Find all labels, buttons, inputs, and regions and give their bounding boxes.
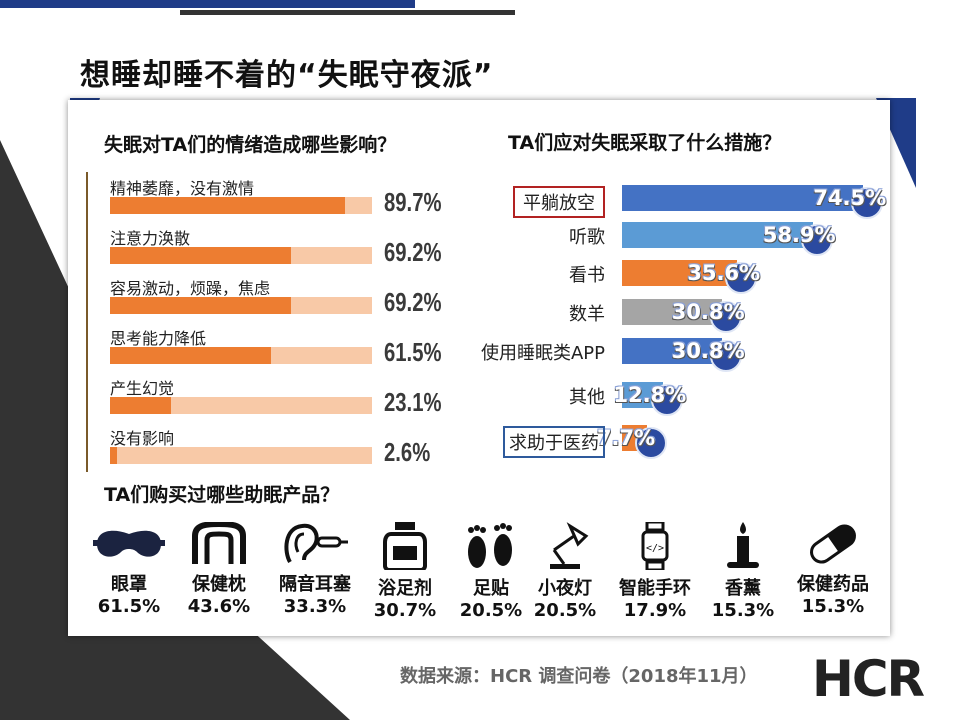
pillow-icon xyxy=(192,522,246,564)
measure-value-label: 30.8% xyxy=(671,300,745,324)
eye-mask-icon xyxy=(93,530,165,557)
product-item: 浴足剂 30.7% xyxy=(362,522,448,621)
candle-icon xyxy=(727,522,759,568)
hcr-logo: HCR xyxy=(812,650,925,708)
measure-value-label: 35.6% xyxy=(687,261,761,285)
product-name: 眼罩 xyxy=(111,574,147,595)
emotion-value-label: 2.6% xyxy=(384,437,431,467)
product-name: 浴足剂 xyxy=(378,578,432,599)
svg-text:</>: </> xyxy=(646,543,664,554)
emotion-bar-track xyxy=(110,297,372,314)
measure-value-marker xyxy=(634,427,667,459)
measure-value-marker xyxy=(709,301,742,333)
product-name: 小夜灯 xyxy=(538,578,592,599)
measure-category-label: 其他 xyxy=(569,387,605,408)
earplug-icon xyxy=(284,523,348,564)
emotion-bar-track xyxy=(110,347,372,364)
product-pct: 15.3% xyxy=(711,600,775,621)
measure-category-label: 使用睡眠类APP xyxy=(480,343,605,364)
product-item: 足贴 20.5% xyxy=(448,522,534,621)
emotion-chart-title: 失眠对TA们的情绪造成哪些影响？ xyxy=(104,134,397,156)
bottle-icon xyxy=(383,522,427,570)
emotion-category-label: 产生幻觉 xyxy=(110,379,175,398)
product-pct: 33.3% xyxy=(283,596,347,617)
product-pct: 30.7% xyxy=(373,600,437,621)
product-name: 智能手环 xyxy=(619,578,691,599)
emotion-category-label: 容易激动，烦躁，焦虑 xyxy=(110,279,271,298)
emotion-bar xyxy=(110,397,171,414)
top-accent-line xyxy=(180,10,515,15)
measure-value-marker xyxy=(800,224,833,256)
emotion-bar-track xyxy=(110,447,372,464)
emotion-value-label: 69.2% xyxy=(384,287,442,317)
emotion-bar xyxy=(110,347,272,364)
product-name: 足贴 xyxy=(473,578,509,599)
measure-category-label: 数羊 xyxy=(569,304,605,325)
product-item: </> 智能手环 17.9% xyxy=(612,522,698,621)
product-name: 保健药品 xyxy=(797,574,869,595)
measure-value-label: 74.5% xyxy=(813,186,887,210)
pill-capsule-icon xyxy=(810,524,856,564)
measure-bar xyxy=(622,299,722,325)
measure-value-label: 12.8% xyxy=(613,383,687,407)
top-accent-bar xyxy=(0,0,415,8)
product-item: 保健药品 15.3% xyxy=(790,522,876,617)
emotion-bar xyxy=(110,447,117,464)
product-item: 保健枕 43.6% xyxy=(176,522,262,617)
measures-chart-title: TA们应对失眠采取了什么措施？ xyxy=(508,132,782,154)
measure-value-marker xyxy=(725,262,758,294)
measure-bar xyxy=(622,338,722,364)
product-item: 小夜灯 20.5% xyxy=(522,522,608,621)
emotion-category-label: 精神萎靡，没有激情 xyxy=(110,179,255,198)
product-pct: 43.6% xyxy=(187,596,251,617)
measure-value-marker xyxy=(651,384,684,416)
product-pct: 61.5% xyxy=(97,596,161,617)
data-source: 数据来源：HCR 调查问卷（2018年11月） xyxy=(400,666,758,687)
desk-lamp-icon xyxy=(550,522,589,569)
smart-band-icon: </> xyxy=(641,522,669,570)
product-pct: 20.5% xyxy=(533,600,597,621)
product-item: 眼罩 61.5% xyxy=(86,522,172,617)
emotion-bar-track xyxy=(110,397,372,414)
product-name: 隔音耳塞 xyxy=(279,574,351,595)
product-pct: 17.9% xyxy=(623,600,687,621)
emotion-value-label: 89.7% xyxy=(384,187,442,217)
emotion-value-label: 61.5% xyxy=(384,337,442,367)
emotion-value-label: 23.1% xyxy=(384,387,442,417)
emotion-category-label: 思考能力降低 xyxy=(110,329,207,348)
product-pct: 15.3% xyxy=(801,596,865,617)
measure-category-label: 求助于医药 xyxy=(503,426,605,458)
measure-value-marker xyxy=(851,187,884,219)
emotion-bar-track xyxy=(110,197,372,214)
product-item: 隔音耳塞 33.3% xyxy=(272,522,358,617)
emotion-category-label: 没有影响 xyxy=(110,429,175,448)
measure-value-label: 7.7% xyxy=(596,426,656,450)
measure-value-label: 30.8% xyxy=(671,339,745,363)
measure-bar xyxy=(622,260,738,286)
product-name: 香薰 xyxy=(725,578,761,599)
measure-value-marker xyxy=(709,340,742,372)
emotion-chart-axis xyxy=(86,172,88,472)
emotion-bar xyxy=(110,197,345,214)
measure-category-label: 平躺放空 xyxy=(513,186,605,218)
page-title: 想睡却睡不着的“失眠守夜派” xyxy=(80,58,494,93)
measure-category-label: 听歌 xyxy=(569,227,605,248)
product-name: 保健枕 xyxy=(192,574,246,595)
measure-value-label: 58.9% xyxy=(762,223,836,247)
product-pct: 20.5% xyxy=(459,600,523,621)
product-item: 香薰 15.3% xyxy=(700,522,786,621)
emotion-category-label: 注意力涣散 xyxy=(110,229,191,248)
emotion-bar-track xyxy=(110,247,372,264)
products-title: TA们购买过哪些助眠产品？ xyxy=(104,484,340,506)
emotion-bar xyxy=(110,297,292,314)
footprint-icon xyxy=(468,523,512,568)
measure-bar xyxy=(622,185,864,211)
measure-bar xyxy=(622,222,813,248)
emotion-value-label: 69.2% xyxy=(384,237,442,267)
emotion-bar xyxy=(110,247,292,264)
measure-category-label: 看书 xyxy=(569,265,605,286)
